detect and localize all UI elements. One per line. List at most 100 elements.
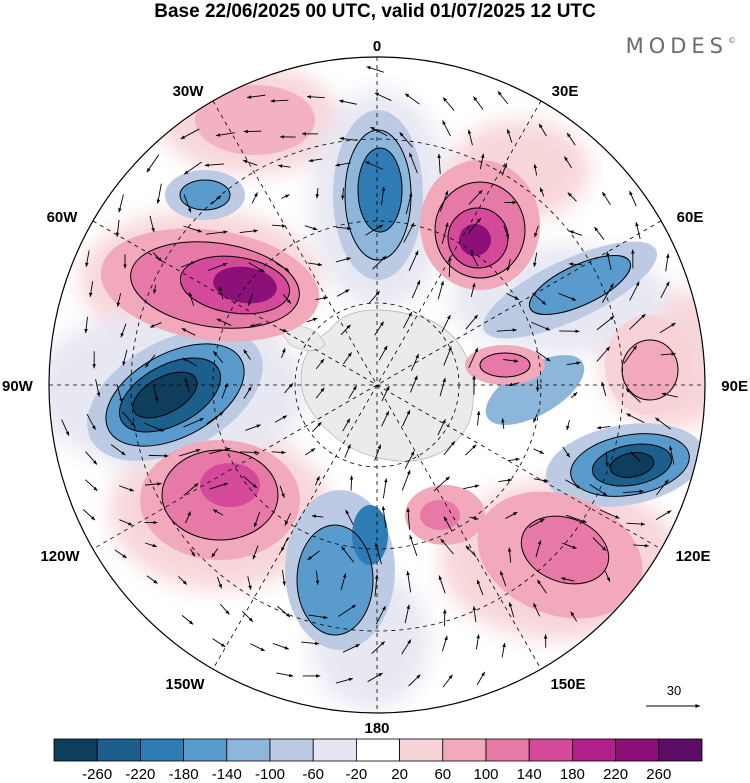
wind-arrow xyxy=(506,293,520,301)
wind-arrow xyxy=(404,604,411,624)
wind-arrow xyxy=(501,642,506,658)
wind-arrow xyxy=(441,314,451,333)
colorbar-tick-label: 100 xyxy=(473,766,498,783)
colorbar-swatch xyxy=(96,738,141,762)
wind-arrow xyxy=(156,183,162,204)
wind-arrow xyxy=(500,570,507,587)
wind-arrow xyxy=(315,570,320,585)
wind-arrow xyxy=(243,386,252,399)
colorbar-swatch xyxy=(399,738,444,762)
wind-arrow xyxy=(152,384,159,402)
wind-arrow xyxy=(315,296,328,301)
wind-arrow xyxy=(339,136,358,141)
wind-arrow xyxy=(465,314,479,330)
wind-arrow xyxy=(183,194,192,213)
wind-arrow xyxy=(470,282,476,298)
wind-arrow xyxy=(180,261,196,268)
wind-arrow xyxy=(596,315,615,331)
wind-arrow xyxy=(626,413,645,423)
wind-arrow xyxy=(468,189,483,205)
wind-arrow xyxy=(271,450,286,455)
wind-arrow xyxy=(534,225,539,238)
wind-arrow xyxy=(284,513,292,526)
wind-arrow xyxy=(278,164,291,168)
wind-arrow xyxy=(189,548,196,557)
wind-arrow xyxy=(344,444,351,458)
colorbar-tick-label: 60 xyxy=(434,766,451,783)
wind-arrow xyxy=(122,349,128,366)
wind-arrow xyxy=(249,323,262,328)
map-boundary xyxy=(48,56,706,714)
wind-arrow xyxy=(277,606,291,618)
wind-arrow xyxy=(535,350,551,362)
wind-arrow xyxy=(560,577,575,582)
wind-arrow xyxy=(381,506,387,528)
wind-arrow xyxy=(212,638,226,648)
wind-arrow xyxy=(635,222,641,240)
wind-arrow xyxy=(633,543,649,548)
wind-arrow xyxy=(212,350,224,364)
wind-arrow xyxy=(366,66,385,73)
wind-arrow xyxy=(116,293,122,307)
wind-arrow xyxy=(375,605,386,625)
wind-arrow xyxy=(274,415,288,423)
wind-arrow xyxy=(570,611,578,622)
wind-arrow xyxy=(119,519,133,526)
wind-arrow xyxy=(625,388,641,403)
wind-arrow xyxy=(182,357,197,367)
wind-arrow xyxy=(404,450,415,470)
wind-arrow xyxy=(409,534,418,556)
wind-arrow xyxy=(606,251,612,271)
colorbar-swatch xyxy=(139,738,184,762)
wind-arrow xyxy=(558,292,577,301)
wind-arrow xyxy=(605,451,609,467)
wind-arrow xyxy=(207,262,228,271)
colorbar-swatch xyxy=(528,738,573,762)
wind-arrow xyxy=(308,158,323,163)
wind-arrow xyxy=(501,418,505,429)
wind-arrow xyxy=(496,328,517,332)
wind-arrow xyxy=(204,163,225,167)
wind-arrow xyxy=(399,132,413,148)
wind-arrow xyxy=(570,392,578,399)
wind-arrow xyxy=(378,345,388,361)
colorbar-tick-label: -100 xyxy=(255,766,285,783)
wind-arrow xyxy=(473,96,484,110)
wind-arrow xyxy=(342,644,360,653)
wind-arrow xyxy=(531,321,551,331)
wind-arrow xyxy=(85,451,98,465)
colorbar-swatch xyxy=(312,738,357,762)
wind-arrow xyxy=(89,281,94,297)
colorbar-swatch xyxy=(442,738,487,762)
lon-label-90w: 90W xyxy=(2,378,34,395)
wind-arrow xyxy=(335,162,351,167)
wind-arrow xyxy=(476,634,480,650)
wind-arrow xyxy=(539,187,545,197)
wind-arrow xyxy=(506,128,513,143)
wind-arrow xyxy=(146,575,158,584)
wind-arrow xyxy=(441,635,448,652)
wind-arrow xyxy=(381,410,390,427)
colorbar-swatch xyxy=(226,738,271,762)
wind-arrow xyxy=(533,602,541,617)
wind-arrow xyxy=(566,361,581,366)
wind-arrow xyxy=(110,444,126,456)
wind-arrow xyxy=(349,475,354,491)
wind-arrow xyxy=(599,509,620,519)
wind-arrow xyxy=(148,454,169,458)
wind-arrow xyxy=(248,262,265,273)
lon-label-120w: 120W xyxy=(40,548,80,565)
wind-arrow xyxy=(86,413,96,431)
wind-arrow xyxy=(144,354,156,368)
wind-arrow xyxy=(270,99,289,103)
lon-label-30e: 30E xyxy=(552,83,579,100)
wind-arrow xyxy=(245,424,261,431)
contour-lines xyxy=(105,129,690,636)
wind-arrow xyxy=(181,615,194,625)
wind-arrow xyxy=(536,579,547,594)
wind-arrow xyxy=(211,548,219,558)
colorbar-swatch xyxy=(269,738,314,762)
wind-arrow xyxy=(623,345,638,364)
wind-arrow xyxy=(118,194,124,213)
